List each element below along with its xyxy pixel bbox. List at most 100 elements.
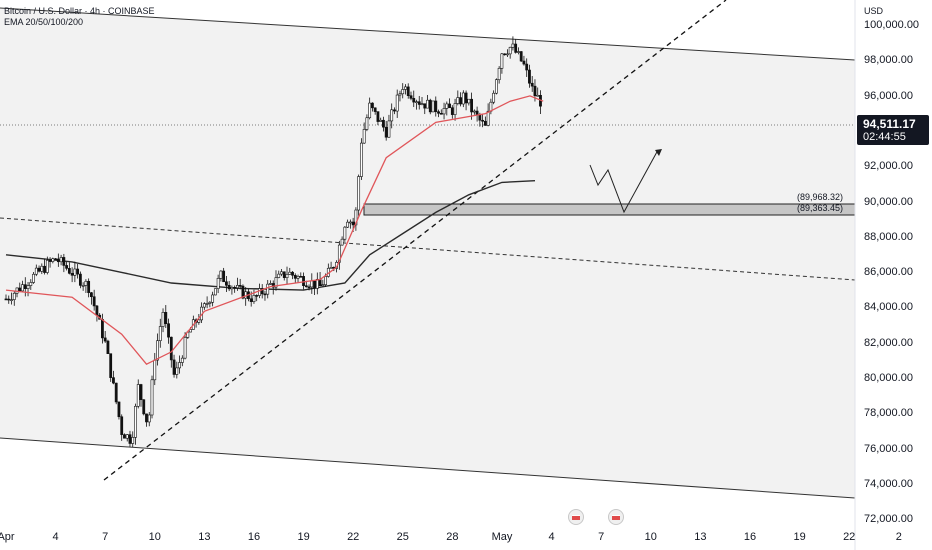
candle-body xyxy=(205,303,209,305)
candle-body xyxy=(442,108,446,115)
candle-body xyxy=(434,100,438,112)
time-tick-label: 13 xyxy=(198,531,211,543)
price-tick-label: 82,000.00 xyxy=(864,336,913,349)
candle-body xyxy=(494,79,498,94)
support-zone xyxy=(363,203,856,216)
candle-body xyxy=(450,107,454,115)
channel-upper-line xyxy=(0,7,856,61)
candle-body xyxy=(241,285,245,299)
price-tick-label: 88,000.00 xyxy=(864,230,913,243)
candle-body xyxy=(296,275,300,279)
candle-body xyxy=(406,86,410,97)
current-price-badge: 94,511.17 02:44:55 xyxy=(857,115,929,145)
candle-body xyxy=(376,111,380,122)
candle-body xyxy=(373,107,377,112)
candle-body xyxy=(145,413,148,423)
channel-mid-dashed-line xyxy=(0,217,856,281)
candle-body xyxy=(51,258,55,262)
candle-body xyxy=(500,53,504,69)
time-tick-label: 4 xyxy=(52,531,59,543)
candle-body xyxy=(371,102,374,109)
time-tick-label: 10 xyxy=(644,531,657,543)
candle-body xyxy=(260,288,264,295)
time-tick-label: 13 xyxy=(694,531,707,543)
candle-body xyxy=(288,271,292,275)
candle-body xyxy=(169,336,173,361)
candle-body xyxy=(222,270,226,283)
candle-body xyxy=(125,434,129,439)
candle-body xyxy=(26,285,30,289)
candle-body xyxy=(150,379,154,416)
currency-label: USD xyxy=(864,6,884,16)
candle-body xyxy=(404,86,407,90)
candle-body xyxy=(420,103,424,106)
candle-body xyxy=(409,95,413,99)
candle-body xyxy=(313,280,316,289)
candle-body xyxy=(101,319,104,339)
candle-body xyxy=(362,129,366,144)
candle-body xyxy=(343,226,347,240)
candle-body xyxy=(65,265,69,269)
candle-body xyxy=(519,51,523,62)
candle-body xyxy=(211,294,215,303)
channel-fill xyxy=(0,8,855,498)
candle-body xyxy=(359,142,363,177)
candle-body xyxy=(310,280,314,288)
price-tick-label: 96,000.00 xyxy=(864,89,913,102)
candle-body xyxy=(227,284,231,290)
candle-body xyxy=(21,284,24,292)
candle-body xyxy=(329,267,333,269)
us-flag-event-icon[interactable] xyxy=(568,509,584,525)
candle-body xyxy=(252,295,256,302)
candle-body xyxy=(285,274,289,278)
candle-body xyxy=(54,258,57,260)
candle-body xyxy=(128,434,132,444)
candle-body xyxy=(291,271,294,276)
candle-body xyxy=(357,176,361,211)
candle-body xyxy=(412,98,416,103)
candle-body xyxy=(7,298,11,301)
time-tick-label: 25 xyxy=(396,531,409,543)
candle-body xyxy=(354,209,358,226)
candle-body xyxy=(95,305,99,316)
candle-body xyxy=(225,281,228,286)
price-tick-label: 86,000.00 xyxy=(864,266,913,279)
candle-body xyxy=(426,99,429,109)
candle-body xyxy=(459,97,462,105)
candle-body xyxy=(90,292,93,298)
indicator-label[interactable]: EMA 20/50/100/200 xyxy=(4,17,84,27)
candle-body xyxy=(470,98,473,113)
candle-body xyxy=(497,67,501,81)
candle-body xyxy=(280,271,283,275)
candle-body xyxy=(249,298,253,302)
candle-body xyxy=(481,119,485,122)
candle-body xyxy=(525,63,529,71)
candle-body xyxy=(365,117,369,130)
candle-body xyxy=(180,357,184,363)
time-tick-label: 7 xyxy=(598,531,605,543)
candle-body xyxy=(84,280,88,286)
candle-body xyxy=(147,414,151,423)
time-tick-label: 22 xyxy=(843,531,856,543)
candle-body xyxy=(351,221,355,226)
candle-body xyxy=(114,382,118,403)
candle-body xyxy=(387,120,391,138)
candle-body xyxy=(213,288,217,296)
candle-body xyxy=(472,110,476,113)
time-tick-label: 7 xyxy=(102,531,109,543)
candle-body xyxy=(183,337,187,359)
candle-body xyxy=(522,60,526,65)
price-tick-label: 72,000.00 xyxy=(864,513,913,526)
candle-body xyxy=(266,283,270,295)
us-flag-event-icon[interactable] xyxy=(608,509,624,525)
candle-body xyxy=(258,288,261,296)
candle-body xyxy=(48,260,52,262)
price-tick-label: 92,000.00 xyxy=(864,160,913,173)
candle-body xyxy=(274,277,278,288)
candle-body xyxy=(448,103,451,109)
candle-body xyxy=(81,285,85,287)
candle-body xyxy=(59,257,63,263)
ema-slow-line xyxy=(5,180,536,291)
candle-body xyxy=(533,85,537,97)
